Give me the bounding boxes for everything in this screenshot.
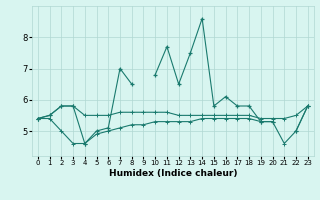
- X-axis label: Humidex (Indice chaleur): Humidex (Indice chaleur): [108, 169, 237, 178]
